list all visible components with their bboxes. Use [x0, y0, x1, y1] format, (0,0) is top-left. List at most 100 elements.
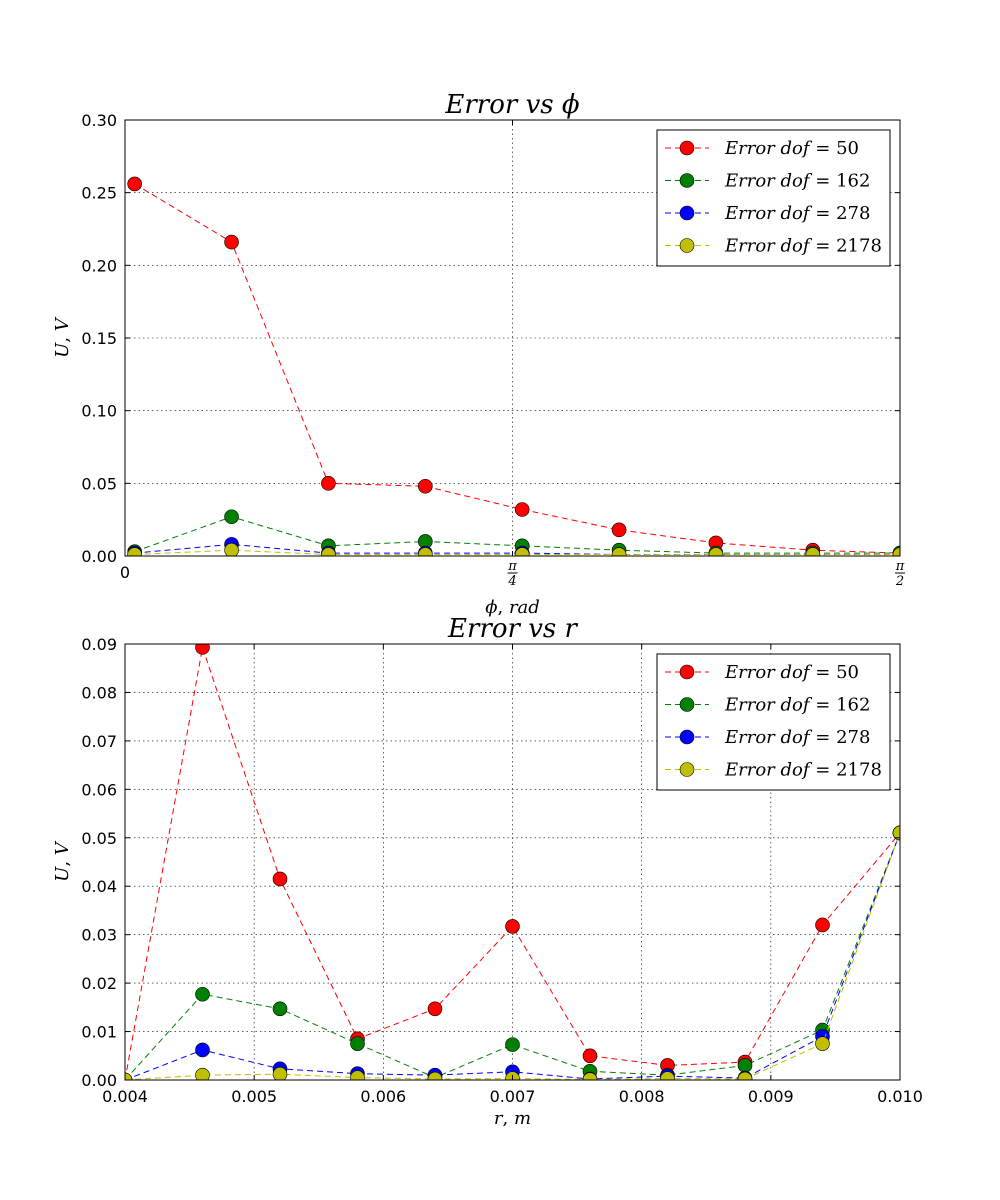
legend-item: Error dof = 2178 [665, 760, 882, 781]
chart-title: Error vs ϕ [444, 90, 579, 120]
data-point [272, 1066, 288, 1080]
svg-text:2: 2 [895, 574, 904, 589]
x-tick-label: 0.006 [360, 1087, 406, 1106]
x-tick-label: 0.009 [748, 1087, 794, 1106]
ticks: 0.00 0.05 0.10 0.15 0.20 0.25 0.30 0 π4 π2 [81, 111, 905, 589]
x-tick-label: 0.005 [231, 1087, 277, 1106]
series-group [125, 644, 900, 1080]
x-tick-label: 0.007 [490, 1087, 536, 1106]
data-point [195, 986, 210, 1002]
data-point [127, 547, 142, 556]
data-point [224, 509, 239, 525]
data-point [350, 1070, 365, 1080]
data-point [505, 919, 520, 934]
data-point [611, 522, 627, 538]
legend-marker [679, 238, 695, 253]
y-tick-label: 0.05 [81, 474, 117, 493]
data-point [224, 234, 239, 250]
legend-marker [679, 762, 695, 777]
x-tick-label: 0.008 [619, 1087, 665, 1106]
data-point [660, 1071, 675, 1080]
data-point [514, 502, 530, 517]
legend-label: Error dof = 50 [724, 662, 859, 683]
series-group [127, 176, 900, 556]
legend-label: Error dof = 278 [724, 727, 870, 748]
data-point [427, 1071, 443, 1080]
data-point [708, 547, 724, 556]
ticks: 0.00 0.01 0.02 0.03 0.04 0.05 0.06 0.07 0.08 0.09… [81, 635, 923, 1106]
legend-marker [679, 664, 695, 680]
x-tick-label: 0.010 [877, 1087, 923, 1106]
data-point [125, 1072, 133, 1080]
data-point [195, 644, 210, 655]
y-tick-label: 0.00 [81, 547, 117, 566]
legend-marker [679, 729, 695, 745]
y-tick-label: 0.06 [81, 780, 117, 799]
data-point [224, 542, 239, 556]
chart-title: Error vs r [447, 614, 578, 644]
x-tick-label: π4 [507, 559, 518, 589]
data-point [892, 547, 900, 556]
data-point [892, 825, 900, 841]
y-tick-label: 0.05 [81, 829, 117, 848]
legend-item: Error dof = 278 [665, 727, 870, 748]
y-tick-label: 0.03 [81, 926, 117, 945]
legend-item: Error dof = 162 [665, 695, 870, 716]
chart-error-vs-r: Error vs r0.000.010.020.030.040.050.060.… [52, 614, 923, 1129]
x-tick-label: 0.004 [102, 1087, 148, 1106]
y-axis-label: U, V [52, 840, 73, 882]
data-point [195, 1042, 210, 1058]
series-line-0 [125, 647, 900, 1080]
legend-marker [679, 205, 695, 221]
legend-item: Error dof = 162 [665, 171, 870, 192]
legend-label: Error dof = 162 [724, 695, 870, 716]
y-axis-label: U, V [52, 316, 73, 358]
y-tick-label: 0.08 [81, 683, 117, 702]
x-tick-label: π2 [895, 559, 905, 589]
y-tick-label: 0.02 [81, 974, 117, 993]
data-point [505, 1037, 520, 1052]
legend-marker [679, 697, 695, 712]
legend-marker [679, 173, 695, 188]
data-point [514, 547, 530, 556]
data-point [321, 476, 336, 491]
data-point [582, 1048, 598, 1064]
data-point [737, 1058, 753, 1073]
y-tick-label: 0.30 [81, 111, 117, 130]
legend-label: Error dof = 162 [724, 171, 870, 192]
data-point [272, 1001, 288, 1017]
legend-label: Error dof = 2178 [724, 236, 882, 257]
legend: Error dof = 50 Error dof = 162 Error dof =… [656, 653, 891, 791]
data-point [418, 547, 433, 556]
data-point [418, 478, 433, 494]
data-point [350, 1036, 365, 1051]
legend-item: Error dof = 2178 [665, 236, 882, 257]
y-tick-label: 0.01 [81, 1023, 117, 1042]
legend-label: Error dof = 278 [724, 203, 870, 224]
y-tick-label: 0.09 [81, 635, 117, 654]
data-point [195, 1067, 210, 1080]
svg-text:π: π [895, 559, 905, 574]
y-tick-label: 0.04 [81, 877, 117, 896]
y-tick-label: 0.00 [81, 1071, 117, 1090]
data-point [127, 176, 142, 192]
data-point [805, 547, 821, 556]
y-tick-label: 0.25 [81, 184, 117, 203]
data-point [611, 547, 627, 556]
data-point [272, 871, 288, 887]
legend-item: Error dof = 50 [665, 138, 859, 159]
x-tick-label: 0 [120, 563, 130, 582]
x-axis-label: r, m [494, 1108, 531, 1129]
chart-error-vs-phi: Error vs ϕ 0.00 0.05 0.10 0.15 0.20 0.25 0.30 0 π… [52, 90, 905, 618]
data-point [321, 547, 336, 556]
y-tick-label: 0.15 [81, 329, 117, 348]
series-line-1 [125, 832, 900, 1080]
y-tick-label: 0.07 [81, 732, 117, 751]
data-point [815, 917, 830, 933]
x-axis-label: ϕ, rad [485, 597, 540, 618]
y-tick-label: 0.10 [81, 402, 117, 421]
data-point [427, 1001, 443, 1017]
legend-label: Error dof = 2178 [724, 760, 882, 781]
y-tick-label: 0.20 [81, 256, 117, 275]
